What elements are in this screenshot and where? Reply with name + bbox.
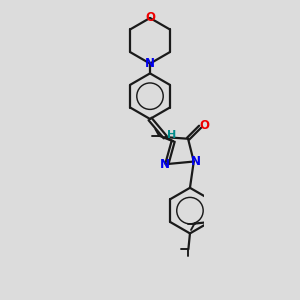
Text: O: O	[199, 118, 209, 132]
Text: N: N	[145, 57, 155, 70]
Text: H: H	[167, 130, 176, 140]
Text: N: N	[191, 155, 201, 168]
Text: N: N	[160, 158, 170, 171]
Text: O: O	[145, 11, 155, 25]
